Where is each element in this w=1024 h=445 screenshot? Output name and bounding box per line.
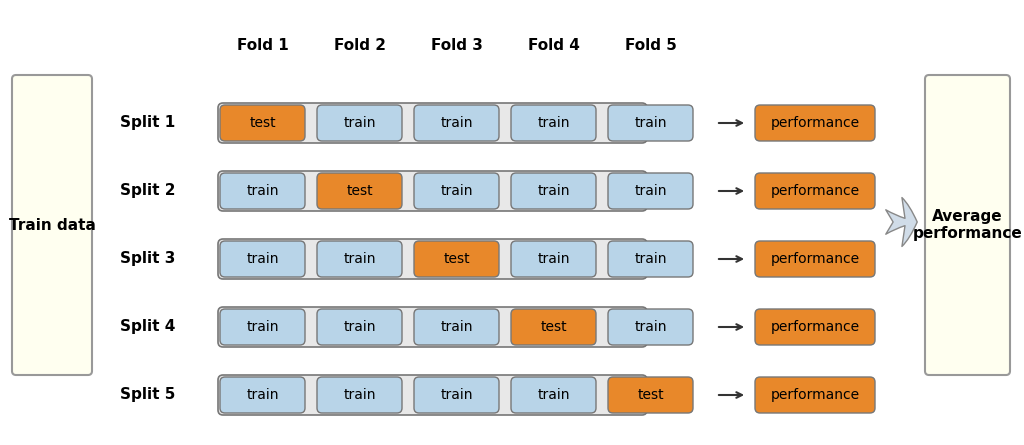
- FancyBboxPatch shape: [608, 309, 693, 345]
- FancyBboxPatch shape: [317, 105, 402, 141]
- Text: train: train: [634, 320, 667, 334]
- Text: test: test: [346, 184, 373, 198]
- Text: train: train: [343, 388, 376, 402]
- FancyBboxPatch shape: [511, 105, 596, 141]
- Text: performance: performance: [770, 388, 859, 402]
- FancyBboxPatch shape: [414, 241, 499, 277]
- FancyBboxPatch shape: [218, 239, 647, 279]
- FancyBboxPatch shape: [608, 241, 693, 277]
- Text: performance: performance: [770, 184, 859, 198]
- Text: train: train: [538, 116, 569, 130]
- FancyBboxPatch shape: [755, 105, 874, 141]
- Text: train: train: [246, 184, 279, 198]
- Text: test: test: [443, 252, 470, 266]
- Text: Split 5: Split 5: [120, 388, 175, 402]
- Text: performance: performance: [770, 252, 859, 266]
- Text: train: train: [538, 252, 569, 266]
- Text: Split 2: Split 2: [120, 183, 175, 198]
- FancyBboxPatch shape: [12, 75, 92, 375]
- FancyBboxPatch shape: [511, 173, 596, 209]
- Text: performance: performance: [770, 320, 859, 334]
- Text: Fold 2: Fold 2: [334, 37, 385, 53]
- Text: Train data: Train data: [8, 218, 95, 232]
- Text: test: test: [541, 320, 567, 334]
- FancyBboxPatch shape: [317, 309, 402, 345]
- Text: Split 1: Split 1: [120, 116, 175, 130]
- Text: train: train: [246, 252, 279, 266]
- Text: train: train: [634, 116, 667, 130]
- FancyBboxPatch shape: [511, 241, 596, 277]
- FancyBboxPatch shape: [608, 377, 693, 413]
- FancyBboxPatch shape: [414, 309, 499, 345]
- Text: train: train: [440, 116, 473, 130]
- Text: test: test: [637, 388, 664, 402]
- Text: train: train: [246, 388, 279, 402]
- FancyBboxPatch shape: [414, 377, 499, 413]
- FancyBboxPatch shape: [218, 307, 647, 347]
- FancyBboxPatch shape: [218, 103, 647, 143]
- FancyBboxPatch shape: [755, 241, 874, 277]
- Text: train: train: [634, 252, 667, 266]
- FancyBboxPatch shape: [220, 309, 305, 345]
- Text: train: train: [440, 184, 473, 198]
- Text: train: train: [634, 184, 667, 198]
- FancyBboxPatch shape: [414, 105, 499, 141]
- Text: Split 4: Split 4: [120, 320, 175, 335]
- FancyBboxPatch shape: [317, 377, 402, 413]
- Text: Fold 4: Fold 4: [527, 37, 580, 53]
- Text: train: train: [246, 320, 279, 334]
- FancyBboxPatch shape: [511, 309, 596, 345]
- FancyBboxPatch shape: [317, 241, 402, 277]
- FancyBboxPatch shape: [414, 173, 499, 209]
- FancyBboxPatch shape: [755, 309, 874, 345]
- Text: train: train: [343, 116, 376, 130]
- Text: train: train: [538, 184, 569, 198]
- FancyBboxPatch shape: [220, 377, 305, 413]
- FancyBboxPatch shape: [220, 241, 305, 277]
- Text: Fold 1: Fold 1: [237, 37, 289, 53]
- FancyBboxPatch shape: [755, 377, 874, 413]
- FancyBboxPatch shape: [218, 171, 647, 211]
- Text: train: train: [343, 320, 376, 334]
- Text: train: train: [343, 252, 376, 266]
- FancyBboxPatch shape: [511, 377, 596, 413]
- Text: Fold 5: Fold 5: [625, 37, 677, 53]
- FancyBboxPatch shape: [755, 173, 874, 209]
- Text: train: train: [440, 320, 473, 334]
- FancyBboxPatch shape: [608, 105, 693, 141]
- Text: train: train: [538, 388, 569, 402]
- FancyBboxPatch shape: [608, 173, 693, 209]
- FancyBboxPatch shape: [218, 375, 647, 415]
- Text: Average
performance: Average performance: [912, 209, 1022, 241]
- FancyBboxPatch shape: [220, 173, 305, 209]
- Text: performance: performance: [770, 116, 859, 130]
- Text: test: test: [249, 116, 275, 130]
- FancyBboxPatch shape: [317, 173, 402, 209]
- Text: train: train: [440, 388, 473, 402]
- FancyBboxPatch shape: [925, 75, 1010, 375]
- Text: Fold 3: Fold 3: [430, 37, 482, 53]
- Text: Split 3: Split 3: [120, 251, 175, 267]
- FancyBboxPatch shape: [220, 105, 305, 141]
